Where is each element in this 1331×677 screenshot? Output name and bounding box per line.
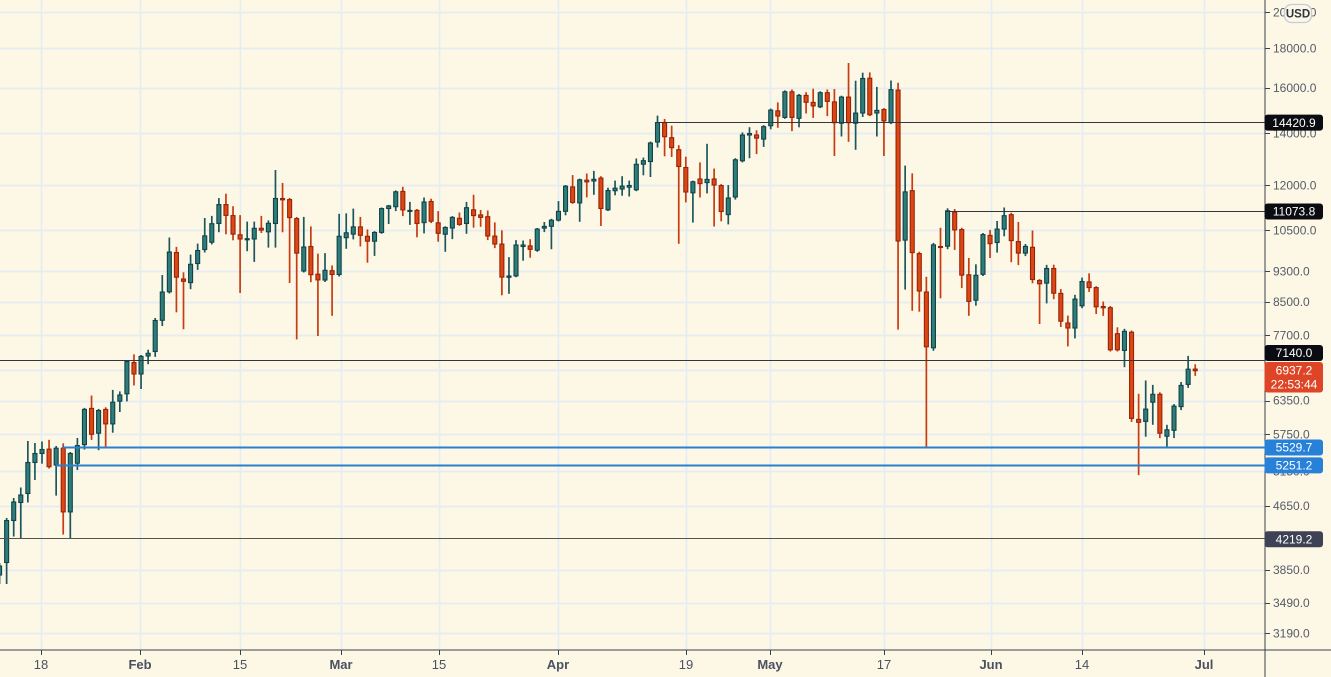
svg-text:5251.2: 5251.2 bbox=[1276, 459, 1313, 473]
svg-text:16000.0: 16000.0 bbox=[1273, 81, 1317, 95]
svg-text:10500.0: 10500.0 bbox=[1273, 224, 1317, 238]
svg-text:6937.2: 6937.2 bbox=[1276, 364, 1313, 378]
svg-text:8500.0: 8500.0 bbox=[1273, 295, 1310, 309]
svg-text:15: 15 bbox=[432, 657, 446, 672]
svg-text:22:53:44: 22:53:44 bbox=[1271, 378, 1318, 392]
svg-text:7700.0: 7700.0 bbox=[1273, 329, 1310, 343]
svg-text:May: May bbox=[757, 657, 783, 672]
svg-text:6350.0: 6350.0 bbox=[1273, 394, 1310, 408]
svg-text:4650.0: 4650.0 bbox=[1273, 499, 1310, 513]
svg-text:17: 17 bbox=[877, 657, 891, 672]
svg-text:Feb: Feb bbox=[128, 657, 151, 672]
svg-text:11073.8: 11073.8 bbox=[1273, 205, 1316, 219]
svg-text:3190.0: 3190.0 bbox=[1273, 627, 1310, 641]
svg-text:4219.2: 4219.2 bbox=[1276, 532, 1313, 546]
svg-text:Jul: Jul bbox=[1195, 657, 1214, 672]
svg-text:Jun: Jun bbox=[979, 657, 1002, 672]
svg-text:18: 18 bbox=[34, 657, 48, 672]
svg-text:5750.0: 5750.0 bbox=[1273, 427, 1310, 441]
svg-text:3490.0: 3490.0 bbox=[1273, 596, 1310, 610]
svg-text:14420.9: 14420.9 bbox=[1272, 116, 1316, 130]
svg-text:12000.0: 12000.0 bbox=[1273, 178, 1317, 192]
svg-text:7140.0: 7140.0 bbox=[1276, 346, 1313, 360]
svg-text:18000.0: 18000.0 bbox=[1273, 41, 1317, 55]
svg-text:USD: USD bbox=[1286, 9, 1310, 21]
svg-text:5529.7: 5529.7 bbox=[1276, 441, 1313, 455]
svg-text:3850.0: 3850.0 bbox=[1273, 563, 1310, 577]
svg-text:15: 15 bbox=[233, 657, 247, 672]
svg-text:Mar: Mar bbox=[329, 657, 352, 672]
svg-text:Apr: Apr bbox=[547, 657, 569, 672]
svg-text:19: 19 bbox=[679, 657, 693, 672]
svg-text:9300.0: 9300.0 bbox=[1273, 265, 1310, 279]
svg-text:14: 14 bbox=[1075, 657, 1089, 672]
